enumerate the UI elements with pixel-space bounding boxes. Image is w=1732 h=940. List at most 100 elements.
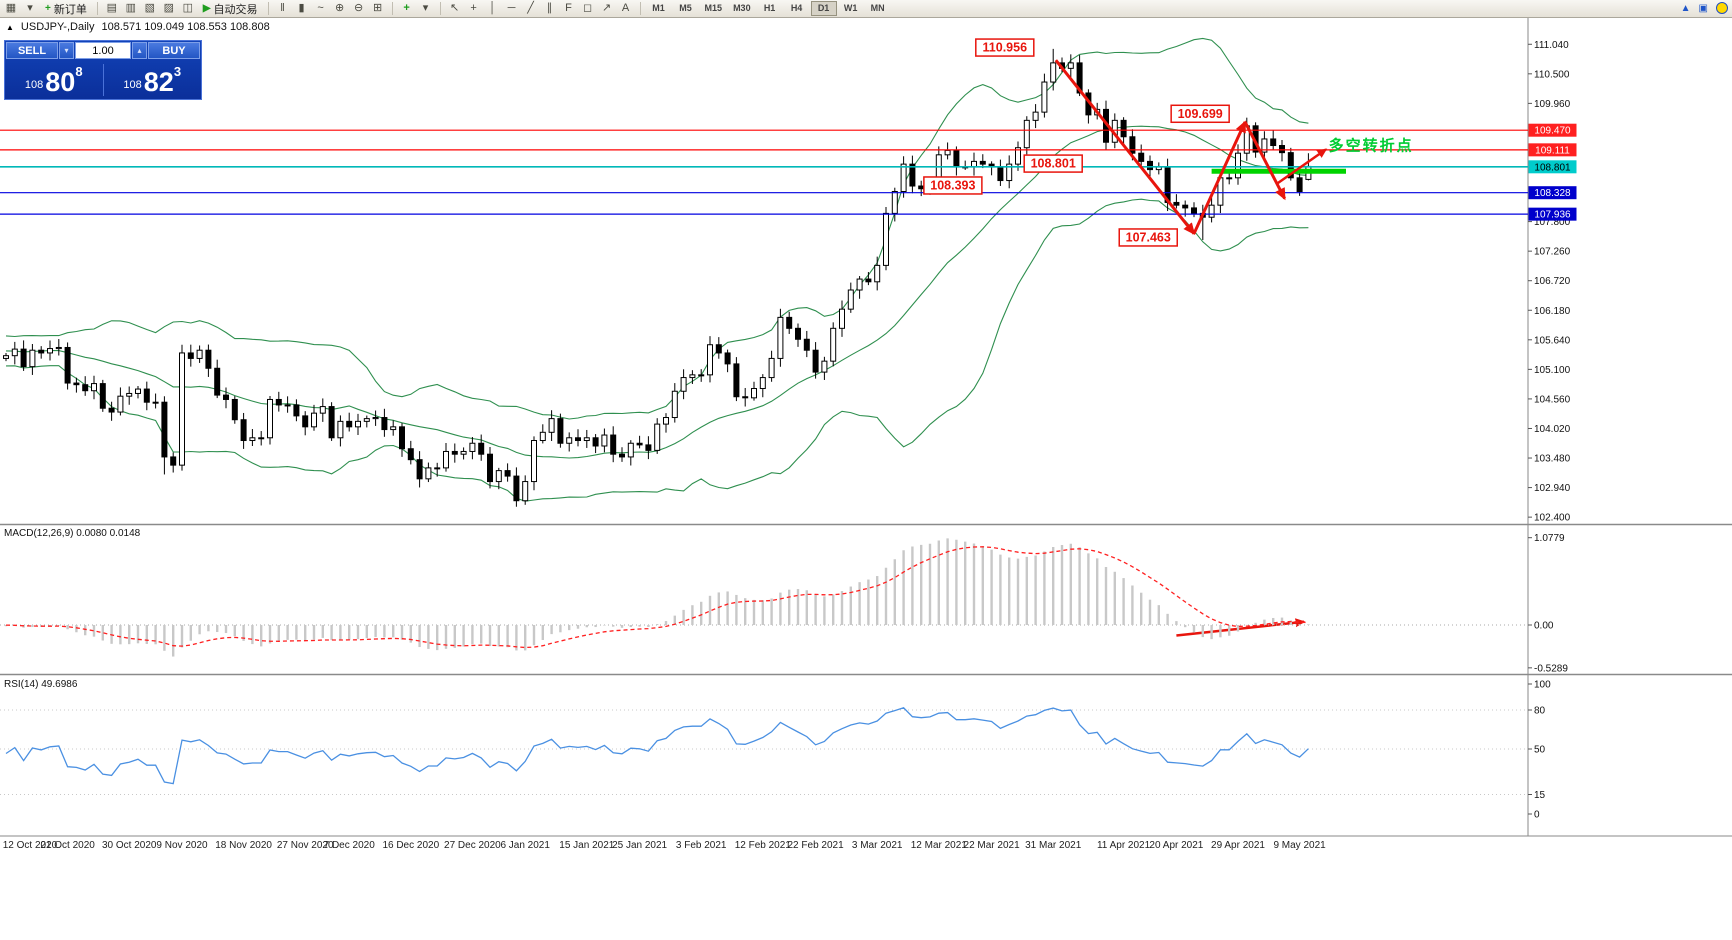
- zoom-out-icon[interactable]: ⊖: [353, 2, 364, 14]
- svg-text:103.480: 103.480: [1534, 454, 1571, 465]
- date-label: 22 Feb 2021: [788, 840, 845, 851]
- svg-text:50: 50: [1534, 745, 1546, 756]
- line-chart-icon[interactable]: ~: [317, 2, 324, 14]
- svg-text:108.801: 108.801: [1534, 162, 1571, 173]
- lot-up-button[interactable]: ▴: [132, 42, 147, 59]
- buy-price[interactable]: 108 82 3: [104, 61, 202, 99]
- date-label: 22 Mar 2021: [964, 840, 1021, 851]
- zoom-in-icon[interactable]: ⊕: [334, 2, 345, 14]
- svg-text:107.463: 107.463: [1126, 230, 1171, 244]
- sell-price-big: 80: [45, 67, 76, 97]
- timeframe-D1[interactable]: D1: [810, 1, 837, 16]
- new-order-button[interactable]: + 新订单: [40, 1, 92, 16]
- timeframe-H1[interactable]: H1: [763, 3, 776, 13]
- ohlc-values: 108.571 109.049 108.553 108.808: [101, 21, 270, 33]
- shapes-icon[interactable]: ◻: [582, 2, 593, 14]
- timeframe-M1[interactable]: M1: [652, 3, 665, 13]
- channel-icon[interactable]: ∥: [546, 2, 553, 14]
- chart-window-icon[interactable]: ▦: [5, 2, 17, 14]
- svg-text:80: 80: [1534, 706, 1546, 717]
- svg-text:109.699: 109.699: [1178, 107, 1223, 121]
- strategy-tester-icon[interactable]: ◫: [182, 2, 194, 14]
- date-label: 30 Oct 2020: [102, 840, 157, 851]
- svg-text:107.936: 107.936: [1534, 210, 1571, 221]
- text-tool-icon[interactable]: A: [621, 2, 630, 14]
- timeframe-H4[interactable]: H4: [790, 3, 803, 13]
- arrow-tool-icon[interactable]: ↗: [601, 2, 612, 14]
- sell-price[interactable]: 108 80 8: [5, 61, 103, 99]
- bar-chart-icon[interactable]: ‖: [280, 2, 285, 14]
- tile-windows-icon[interactable]: ⊞: [372, 2, 383, 14]
- periods-dropdown-icon[interactable]: ▾: [422, 2, 429, 14]
- vertical-line-icon[interactable]: │: [489, 2, 496, 14]
- toolbar-separator: [267, 2, 269, 15]
- svg-text:多空转折点: 多空转折点: [1329, 136, 1414, 154]
- alert-icon[interactable]: [1716, 2, 1728, 14]
- sell-button[interactable]: SELL: [6, 42, 58, 59]
- trendline-icon[interactable]: ╱: [527, 2, 534, 14]
- date-label: 21 Oct 2020: [40, 840, 95, 851]
- macd-label: MACD(12,26,9) 0.0080 0.0148: [4, 528, 141, 539]
- candlestick-chart-icon[interactable]: ▮: [298, 2, 305, 14]
- date-label: 6 Jan 2021: [500, 840, 550, 851]
- date-label: 29 Apr 2021: [1211, 840, 1265, 851]
- timeframe-M30[interactable]: M30: [733, 3, 751, 13]
- date-label: 12 Mar 2021: [911, 840, 968, 851]
- chart-canvas[interactable]: 111.040 110.500 109.960 107.800 107.260 106.7…: [0, 18, 1732, 854]
- svg-text:15: 15: [1534, 790, 1546, 801]
- buy-button[interactable]: BUY: [148, 42, 200, 59]
- date-label: 20 Apr 2021: [1149, 840, 1203, 851]
- lot-size-input[interactable]: [75, 42, 131, 59]
- timeframe-MN[interactable]: MN: [870, 3, 885, 13]
- svg-text:107.260: 107.260: [1534, 247, 1571, 258]
- annotations-layer: 110.956 109.699 108.801 108.393 107.463 多空转折点: [923, 38, 1414, 637]
- date-label: 11 Apr 2021: [1097, 840, 1151, 851]
- timeframe-W1[interactable]: W1: [843, 3, 858, 13]
- toolbar-separator: [391, 2, 393, 15]
- market-watch-icon[interactable]: ▤: [106, 2, 118, 14]
- svg-text:111.040: 111.040: [1534, 40, 1569, 51]
- pane-collapse-icon[interactable]: ▲: [6, 22, 14, 32]
- svg-text:104.560: 104.560: [1534, 394, 1571, 405]
- svg-text:108.801: 108.801: [1031, 157, 1076, 171]
- svg-text:105.100: 105.100: [1534, 365, 1571, 376]
- data-window-icon[interactable]: ▥: [125, 2, 137, 14]
- fibonacci-icon[interactable]: F: [565, 2, 572, 14]
- svg-text:110.500: 110.500: [1534, 69, 1570, 80]
- timeframe-M15[interactable]: M15: [704, 3, 723, 13]
- chart-shift-icon[interactable]: ▣: [1698, 2, 1708, 14]
- sell-price-pip: 8: [75, 64, 83, 79]
- timeframe-M5[interactable]: M5: [679, 3, 692, 13]
- date-label: 12 Feb 2021: [735, 840, 792, 851]
- crosshair-icon[interactable]: +: [470, 2, 477, 14]
- play-icon: ▶: [202, 3, 211, 14]
- horizontal-line-icon[interactable]: ─: [507, 2, 516, 14]
- cursor-icon[interactable]: ↖: [449, 2, 460, 14]
- date-label: 18 Nov 2020: [215, 840, 272, 851]
- hlines-layer: [0, 129, 1528, 215]
- price-axis-layer[interactable]: 111.040 110.500 109.960 107.800 107.260 106.7…: [1528, 40, 1577, 524]
- toolbar: ▦ ▾ + 新订单 ▤ ▥ ▧ ▨ ◫ ▶ 自动交易 ‖ ▮ ~ ⊕ ⊖ ⊞ + ▾ ↖ + │ ─ ╱ ∥ F ◻ ↗ A M1 M5 M1…: [0, 0, 1732, 18]
- auto-trading-button[interactable]: ▶ 自动交易: [198, 1, 263, 16]
- plus-icon: +: [45, 3, 51, 14]
- toolbar-separator: [439, 2, 441, 15]
- window-dropdown-icon[interactable]: ▾: [27, 2, 33, 14]
- lot-down-button[interactable]: ▾: [59, 42, 74, 59]
- svg-text:106.180: 106.180: [1534, 306, 1571, 317]
- auto-trading-button-label: 自动交易: [213, 3, 258, 16]
- svg-text:1.0779: 1.0779: [1534, 533, 1565, 544]
- navigator-icon[interactable]: ▧: [144, 2, 156, 14]
- terminal-icon[interactable]: ▨: [163, 2, 175, 14]
- svg-text:-0.5289: -0.5289: [1534, 663, 1568, 674]
- symbol-title: USDJPY-,Daily: [20, 21, 95, 33]
- date-label: 12 Oct 2020: [3, 840, 58, 851]
- scroll-up-icon[interactable]: ▲: [1680, 2, 1691, 14]
- date-label: 9 May 2021: [1273, 840, 1326, 851]
- svg-text:102.400: 102.400: [1534, 513, 1571, 524]
- svg-text:0: 0: [1534, 810, 1540, 821]
- indicators-icon[interactable]: +: [403, 2, 410, 14]
- sell-price-prefix: 108: [24, 79, 44, 91]
- date-label: 27 Dec 2020: [444, 840, 501, 851]
- svg-text:0.00: 0.00: [1534, 621, 1554, 632]
